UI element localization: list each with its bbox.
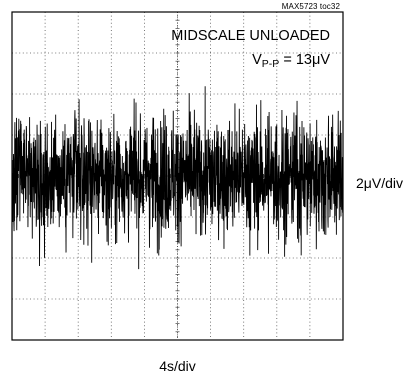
- noise-series-line: [11, 86, 344, 270]
- chart-frame: [11, 11, 344, 341]
- vpp-value: = 13μV: [279, 52, 330, 68]
- vpp-annotation: VP-P = 13μV: [252, 52, 330, 70]
- figure-id: MAX5723 toc32: [281, 2, 340, 11]
- x-axis-scale-label: 4s/div: [159, 358, 196, 374]
- vpp-prefix: V: [252, 52, 262, 68]
- y-axis-scale-label: 2μV/div: [356, 175, 403, 191]
- chart-title: MIDSCALE UNLOADED: [171, 28, 330, 44]
- noise-trace: [11, 86, 344, 270]
- vpp-subscript: P-P: [262, 58, 280, 70]
